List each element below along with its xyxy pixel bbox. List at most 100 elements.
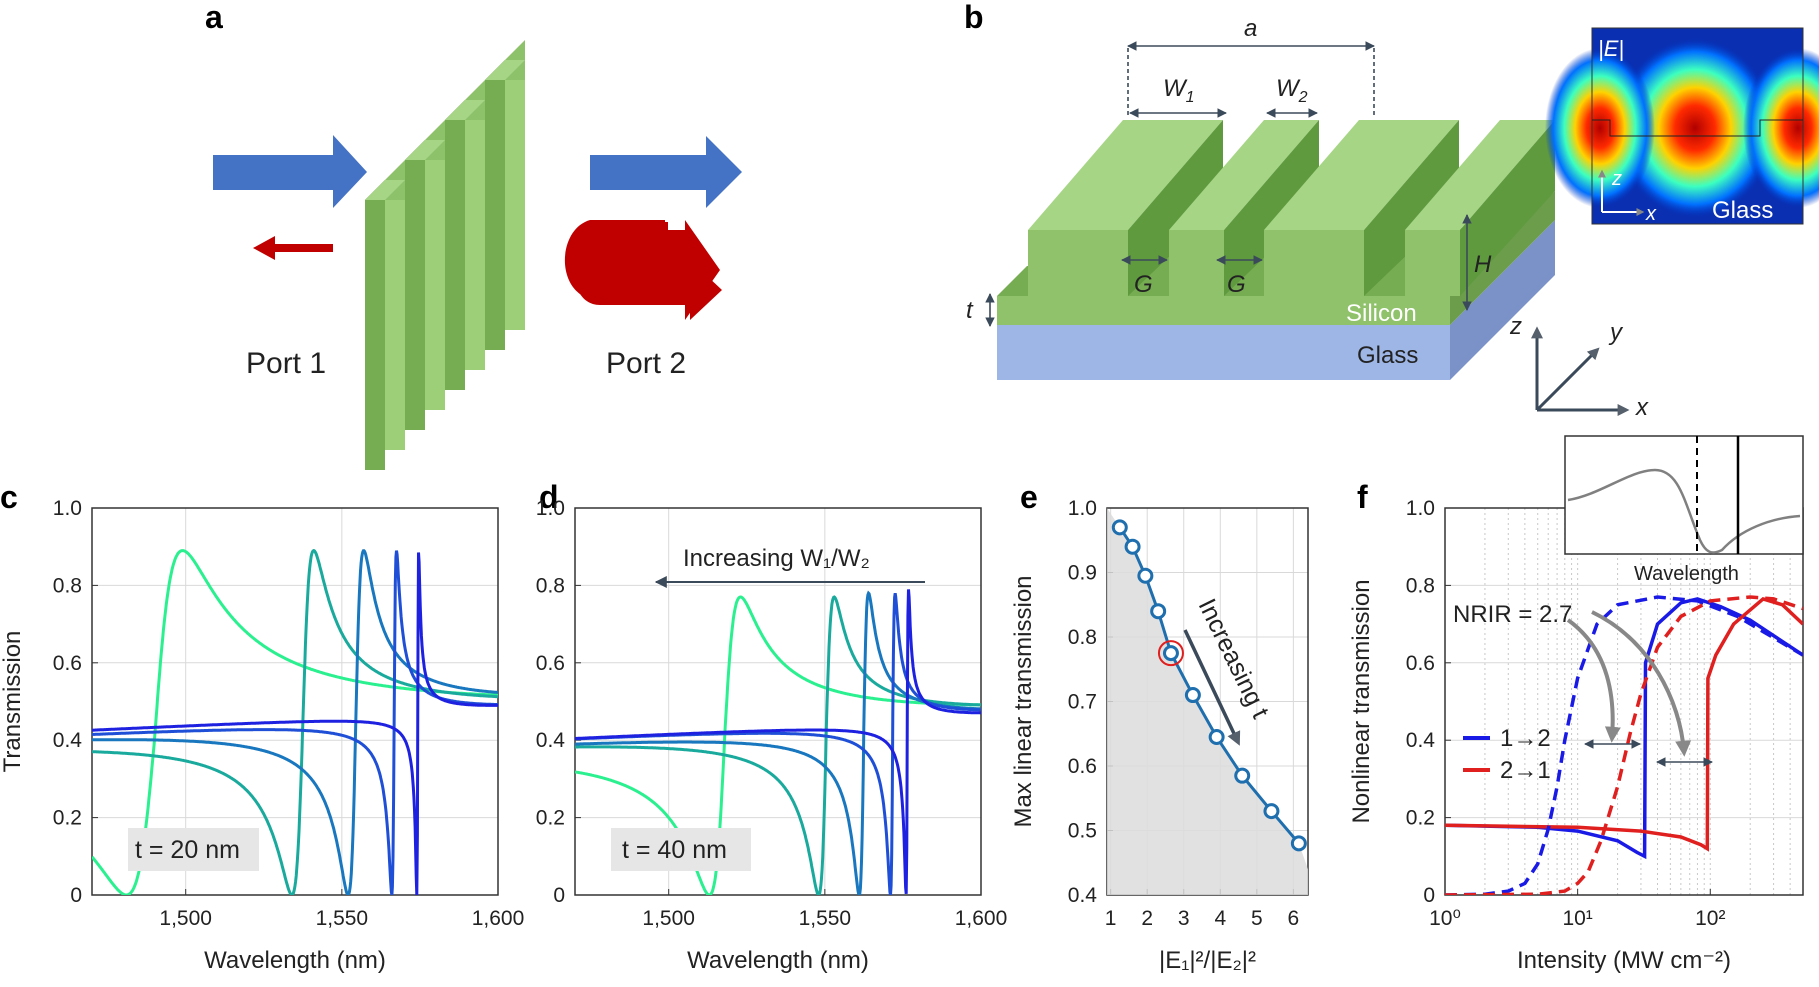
inset-glass-label: Glass [1712,197,1773,224]
y-tick-label: 0.4 [536,729,566,752]
f-inset-xlabel: Wavelength [1634,563,1739,585]
data-point [1111,519,1128,536]
f-inset [1564,435,1804,555]
series-line-4 [92,550,498,895]
reflected-arrow [253,236,333,260]
note-box-c [128,828,259,871]
field-inset [1545,27,1819,225]
x-tick-label: 10² [1695,907,1725,930]
panel-label-f: f [1357,479,1368,515]
plot-frame [1444,507,1804,896]
data-point [1124,538,1141,555]
note-c: t = 20 nm [135,836,240,864]
y-tick-label: 0.4 [1406,729,1436,752]
series-line-4 [1445,595,1803,895]
series-line-3 [575,590,981,895]
dim-g1-label: G [1134,271,1153,298]
x-axis-label: Intensity (MW cm⁻²) [1517,947,1731,974]
x-tick-label: 1,500 [159,907,212,930]
y-tick-label: 0.7 [1068,691,1097,714]
dim-h-label: H [1474,251,1492,278]
dim-t-label: t [966,297,974,324]
field-label: |E| [1598,36,1624,61]
x-tick-label: 6 [1288,907,1300,930]
shaded-region [1107,508,1308,895]
data-point [1208,728,1225,745]
panel-label-a: a [205,0,223,35]
y-tick-label: 1.0 [1068,497,1097,520]
data-point [1263,803,1280,820]
metasurface-3d [997,120,1555,380]
y-tick-label: 0.9 [1068,562,1097,585]
x-tick-label: 1,500 [642,907,695,930]
x-axis-label: Wavelength (nm) [204,947,386,974]
note-d: t = 40 nm [622,836,727,864]
y-tick-label: 1.0 [53,497,82,520]
series-line-2 [1445,596,1803,852]
data-point [1137,567,1154,584]
y-tick-label: 0.8 [1068,626,1097,649]
u-turn-body [572,222,722,320]
x-tick-label: 10⁰ [1429,907,1461,930]
y-tick-label: 0.6 [53,652,82,675]
series-line-1 [575,595,981,895]
x-axis-label: Wavelength (nm) [687,947,869,974]
y-axis-label: Max linear transmission [1010,575,1037,827]
coordinate-axes [1531,326,1630,416]
chart-c: 1,500 1,550 1,600 0 0.2 0.4 0.6 0.8 1.0 Wavelengt… [0,497,524,974]
y-tick-label: 0.6 [1406,652,1435,675]
x-tick-label: 4 [1214,907,1226,930]
y-tick-label: 1.0 [1406,497,1435,520]
y-tick-label: 0 [553,884,565,907]
data-point [1290,835,1307,852]
x-axis-label: |E₁|²/|E₂|² [1159,947,1256,974]
data-point [1162,645,1179,662]
axis-x-label: x [1635,394,1649,421]
nrir-label: NRIR = 2.7 [1453,601,1572,628]
y-tick-label: 0 [70,884,82,907]
x-tick-label: 3 [1178,907,1190,930]
x-tick-label: 1 [1105,907,1117,930]
series-line-1 [1445,597,1803,860]
y-tick-label: 0.5 [1068,820,1097,843]
axis-y-label: y [1608,319,1624,346]
y-tick-label: 0.6 [1068,755,1097,778]
chart-e: 1 2 3 4 5 6 0.4 0.5 0.6 0.7 0.8 0.9 1.0 |E₁|²/|E₂|² Ma… [1010,497,1309,974]
note-box-d [611,828,751,871]
y-axis-label: Transmission [0,631,26,773]
series-line-3 [92,549,498,895]
y-tick-label: 0.8 [1406,574,1435,597]
chart-d: 1,500 1,550 1,600 0 0.2 0.4 0.6 0.8 1.0 Wavelengt… [536,497,1007,974]
y-tick-label: 1.0 [536,497,565,520]
x-tick-label: 1,600 [955,907,1008,930]
panel-label-b: b [964,0,984,35]
x-tick-label: 10¹ [1562,907,1592,930]
increasing-t-arrow [1183,629,1241,746]
y-tick-label: 0.2 [1406,807,1435,830]
panel-label-c: c [0,479,18,515]
chart-f: 10⁰ 10¹ 10² 0 0.2 0.4 0.6 0.8 1.0 Intensity (MW c… [1348,497,1804,974]
dimension-lines [985,41,1472,327]
x-tick-label: 1,600 [472,907,525,930]
grating-illustration [365,40,525,470]
y-tick-label: 0.4 [1068,884,1098,907]
x-tick-label: 1,550 [316,907,369,930]
series-line-5 [92,552,498,895]
y-tick-label: 0 [1423,884,1435,907]
panel-label-e: e [1020,479,1038,515]
glass-label: Glass [1357,342,1418,369]
legend-label: 2→1 [1500,757,1551,784]
y-tick-label: 0.8 [536,574,565,597]
nrir-arrow-1 [1566,618,1621,743]
x-tick-label: 1,550 [799,907,852,930]
axis-z-label: z [1509,313,1522,340]
silicon-label: Silicon [1346,300,1417,327]
port-1-label: Port 1 [246,347,326,380]
y-tick-label: 0.2 [53,807,82,830]
legend-label: 1→2 [1500,725,1551,752]
dim-a-label: a [1244,15,1257,42]
y-axis-label: Nonlinear transmission [1348,579,1375,823]
y-tick-label: 0.6 [536,652,565,675]
series-line-3 [1445,595,1803,895]
